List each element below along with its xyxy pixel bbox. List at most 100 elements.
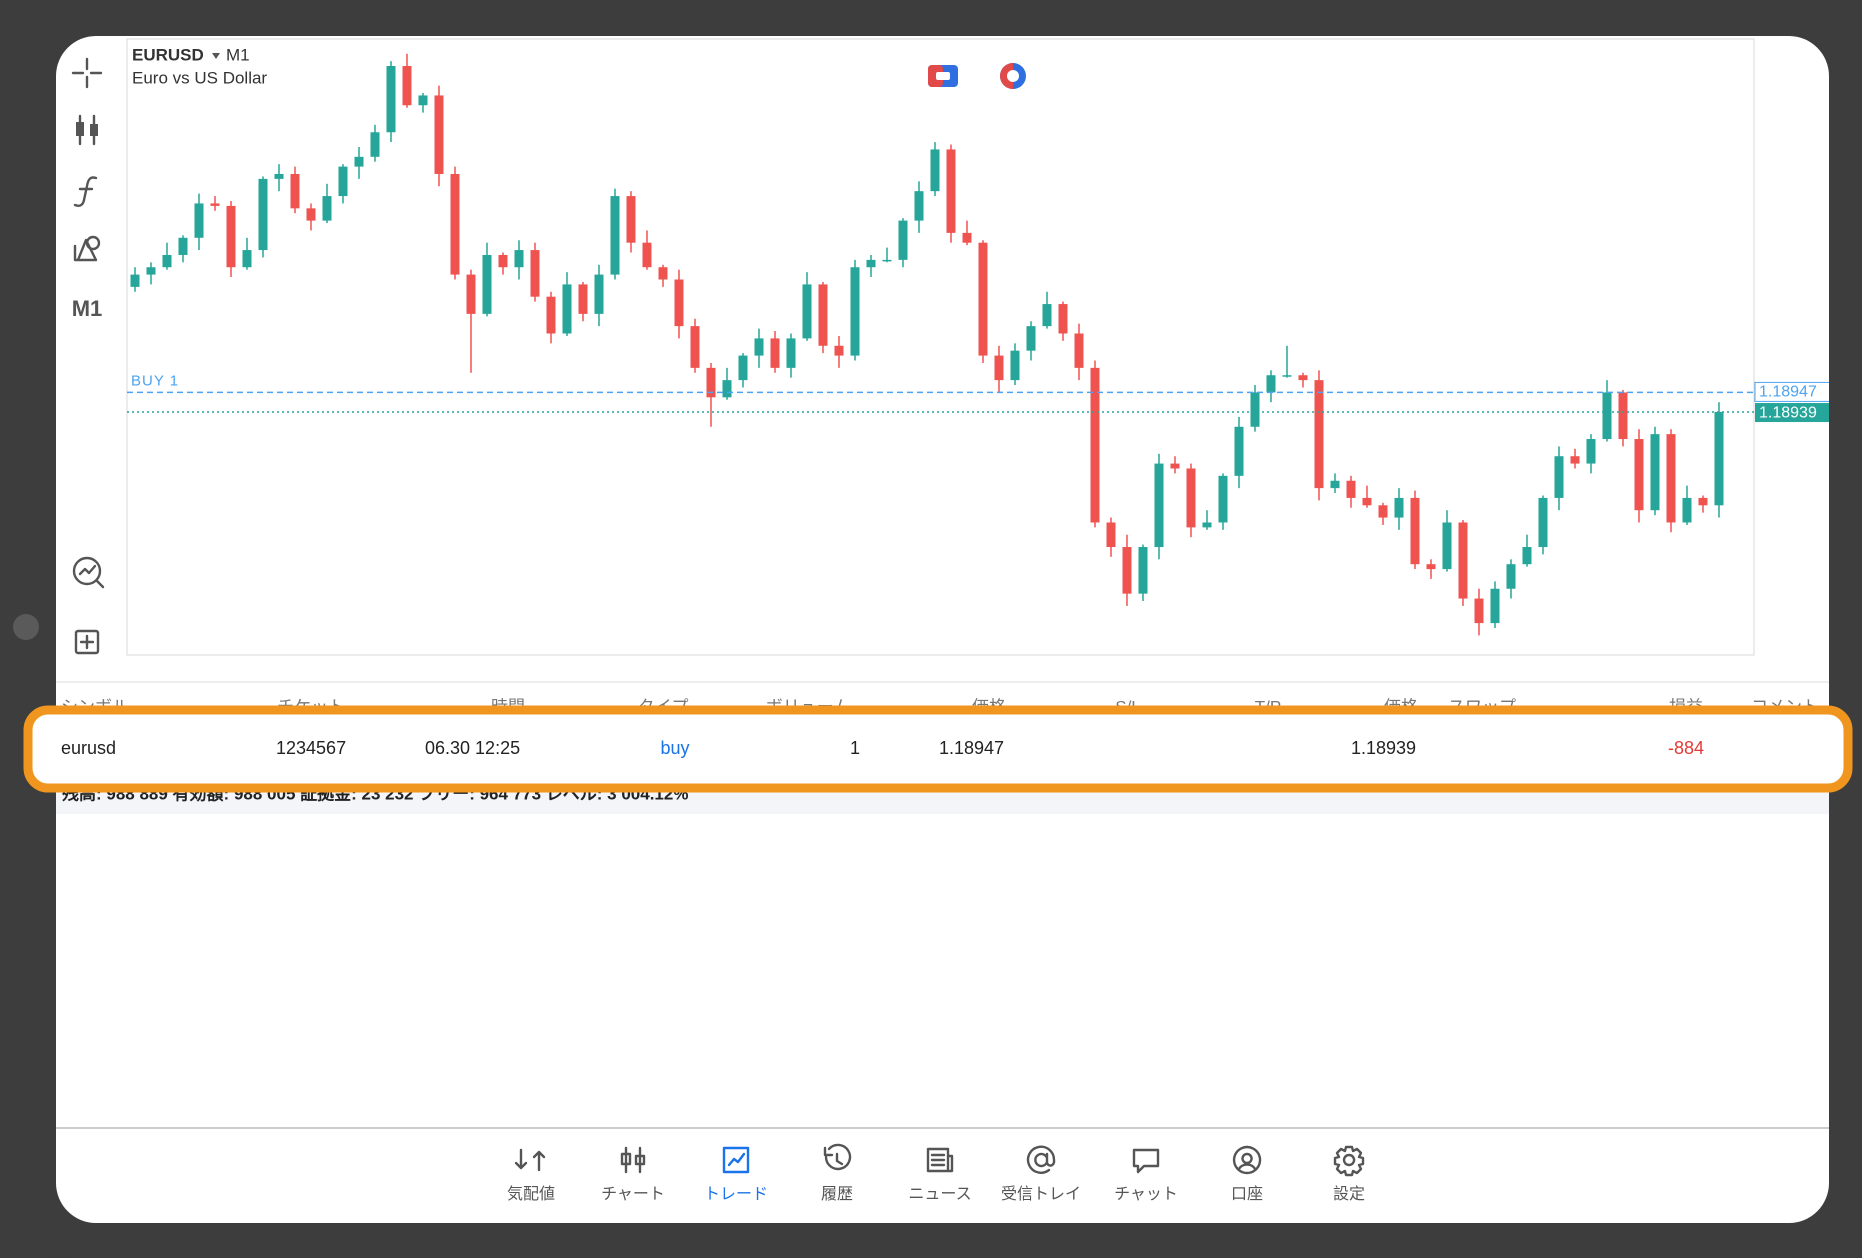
nav-item[interactable]: 設定 — [1333, 1145, 1365, 1203]
candle-body — [882, 259, 892, 262]
candle-body — [802, 284, 812, 339]
candle-body — [1682, 497, 1692, 523]
candle-body — [530, 250, 540, 297]
candle-body — [914, 191, 924, 221]
nav-label: 受信トレイ — [1001, 1185, 1081, 1203]
candle-body — [1442, 522, 1452, 570]
candle-body — [1138, 547, 1148, 594]
nav-item[interactable]: 受信トレイ — [1001, 1145, 1081, 1203]
candle-body — [1202, 522, 1212, 528]
nav-icon — [926, 1147, 954, 1173]
time-cell: 06.30 12:25 — [425, 738, 520, 758]
candle-body — [1458, 522, 1468, 599]
candle-body — [1602, 392, 1612, 440]
toolbar-timeframe[interactable]: M1 — [72, 296, 103, 321]
type-cell: buy — [660, 738, 689, 758]
candle-body — [450, 173, 460, 275]
candle-body — [754, 338, 764, 356]
candle-body — [1346, 480, 1356, 498]
candle-body — [1170, 463, 1180, 469]
candle-body — [498, 254, 508, 268]
position-row[interactable]: eurusd 1234567 06.30 12:25 buy 1 1.18947… — [61, 738, 1704, 758]
candle-body — [130, 274, 140, 287]
candle-body — [1298, 375, 1308, 381]
candle-body — [194, 203, 204, 238]
nav-item[interactable]: チャート — [601, 1146, 665, 1203]
candle-body — [1426, 564, 1436, 570]
candle-body — [1234, 426, 1244, 476]
one-click-trading[interactable] — [928, 65, 958, 87]
candle-body — [402, 65, 412, 106]
candle-body — [370, 132, 380, 157]
nav-icon — [1132, 1148, 1160, 1174]
candle-body — [290, 173, 300, 209]
trade-level-toggle[interactable] — [1000, 63, 1026, 89]
candle-body — [338, 166, 348, 197]
candle-body — [386, 65, 396, 133]
nav-item[interactable]: ニュース — [908, 1147, 972, 1203]
description: Euro vs US Dollar — [132, 68, 267, 87]
nav-icon — [1232, 1145, 1262, 1175]
indicators-tool[interactable] — [73, 176, 98, 207]
chart-type-tool[interactable] — [76, 114, 98, 146]
candle-body — [690, 326, 700, 368]
candle-body — [306, 208, 316, 221]
candle-body — [674, 279, 684, 327]
candle-body — [1522, 547, 1532, 565]
candle-body — [1618, 392, 1628, 440]
candle-body — [1490, 588, 1500, 624]
candle-body — [322, 196, 332, 221]
nav-label: 設定 — [1333, 1185, 1365, 1203]
nav-item[interactable]: 口座 — [1231, 1145, 1263, 1203]
dropdown-icon — [212, 53, 220, 59]
candle-body — [258, 178, 268, 251]
candle-body — [1074, 333, 1084, 368]
candle-body — [1570, 456, 1580, 464]
candle-body — [1538, 497, 1548, 548]
candle-body — [1186, 468, 1196, 528]
candle-body — [1250, 392, 1260, 427]
candle-body — [994, 355, 1004, 381]
candle-body — [626, 196, 636, 243]
nav-icon — [722, 1146, 750, 1174]
candle-body — [514, 250, 524, 268]
candle-body — [1026, 326, 1036, 351]
candle-body — [706, 367, 716, 398]
order-price-label: 1.18947 — [1759, 384, 1817, 401]
nav-item[interactable]: 履歴 — [821, 1143, 853, 1203]
candle-body — [1154, 463, 1164, 548]
candle-body — [1122, 547, 1132, 594]
nav-items: 気配値 チャート トレード 履歴 ニュース 受信トレイ チャット 口座 設定 — [507, 1143, 1365, 1203]
price-cell: 1.18939 — [1351, 738, 1416, 758]
candle-body — [1266, 375, 1276, 393]
nav-item[interactable]: トレード — [704, 1146, 768, 1203]
nav-label: 履歴 — [821, 1186, 853, 1203]
candle-body — [482, 254, 492, 314]
candle-body — [1506, 564, 1516, 589]
nav-icon — [620, 1146, 646, 1174]
add-window-tool[interactable] — [74, 629, 100, 655]
candle-body — [226, 205, 236, 268]
candle-body — [418, 95, 428, 106]
nav-item[interactable]: チャット — [1114, 1148, 1178, 1203]
candle-body — [738, 355, 748, 381]
symbol-cell: eurusd — [61, 738, 116, 758]
nav-label: チャート — [601, 1186, 665, 1203]
crosshair-tool[interactable] — [71, 57, 103, 89]
candle-body — [1010, 350, 1020, 381]
candle-body — [898, 220, 908, 260]
candle-body — [1474, 598, 1484, 624]
nav-icon — [1333, 1145, 1365, 1177]
camera — [13, 614, 39, 640]
candle-body — [1394, 497, 1404, 518]
ticket-cell: 1234567 — [276, 738, 346, 758]
price-box — [1755, 403, 1829, 423]
highlight-box — [23, 705, 1853, 793]
profit-cell: -884 — [1668, 738, 1704, 758]
chart-analysis-tool[interactable] — [72, 556, 105, 589]
candle-body — [658, 267, 668, 280]
nav-item[interactable]: 気配値 — [507, 1148, 555, 1203]
objects-tool[interactable] — [73, 235, 101, 262]
open-price-cell: 1.18947 — [939, 738, 1004, 758]
lines: BUY 1 1.18947 1.18939 — [127, 372, 1829, 423]
